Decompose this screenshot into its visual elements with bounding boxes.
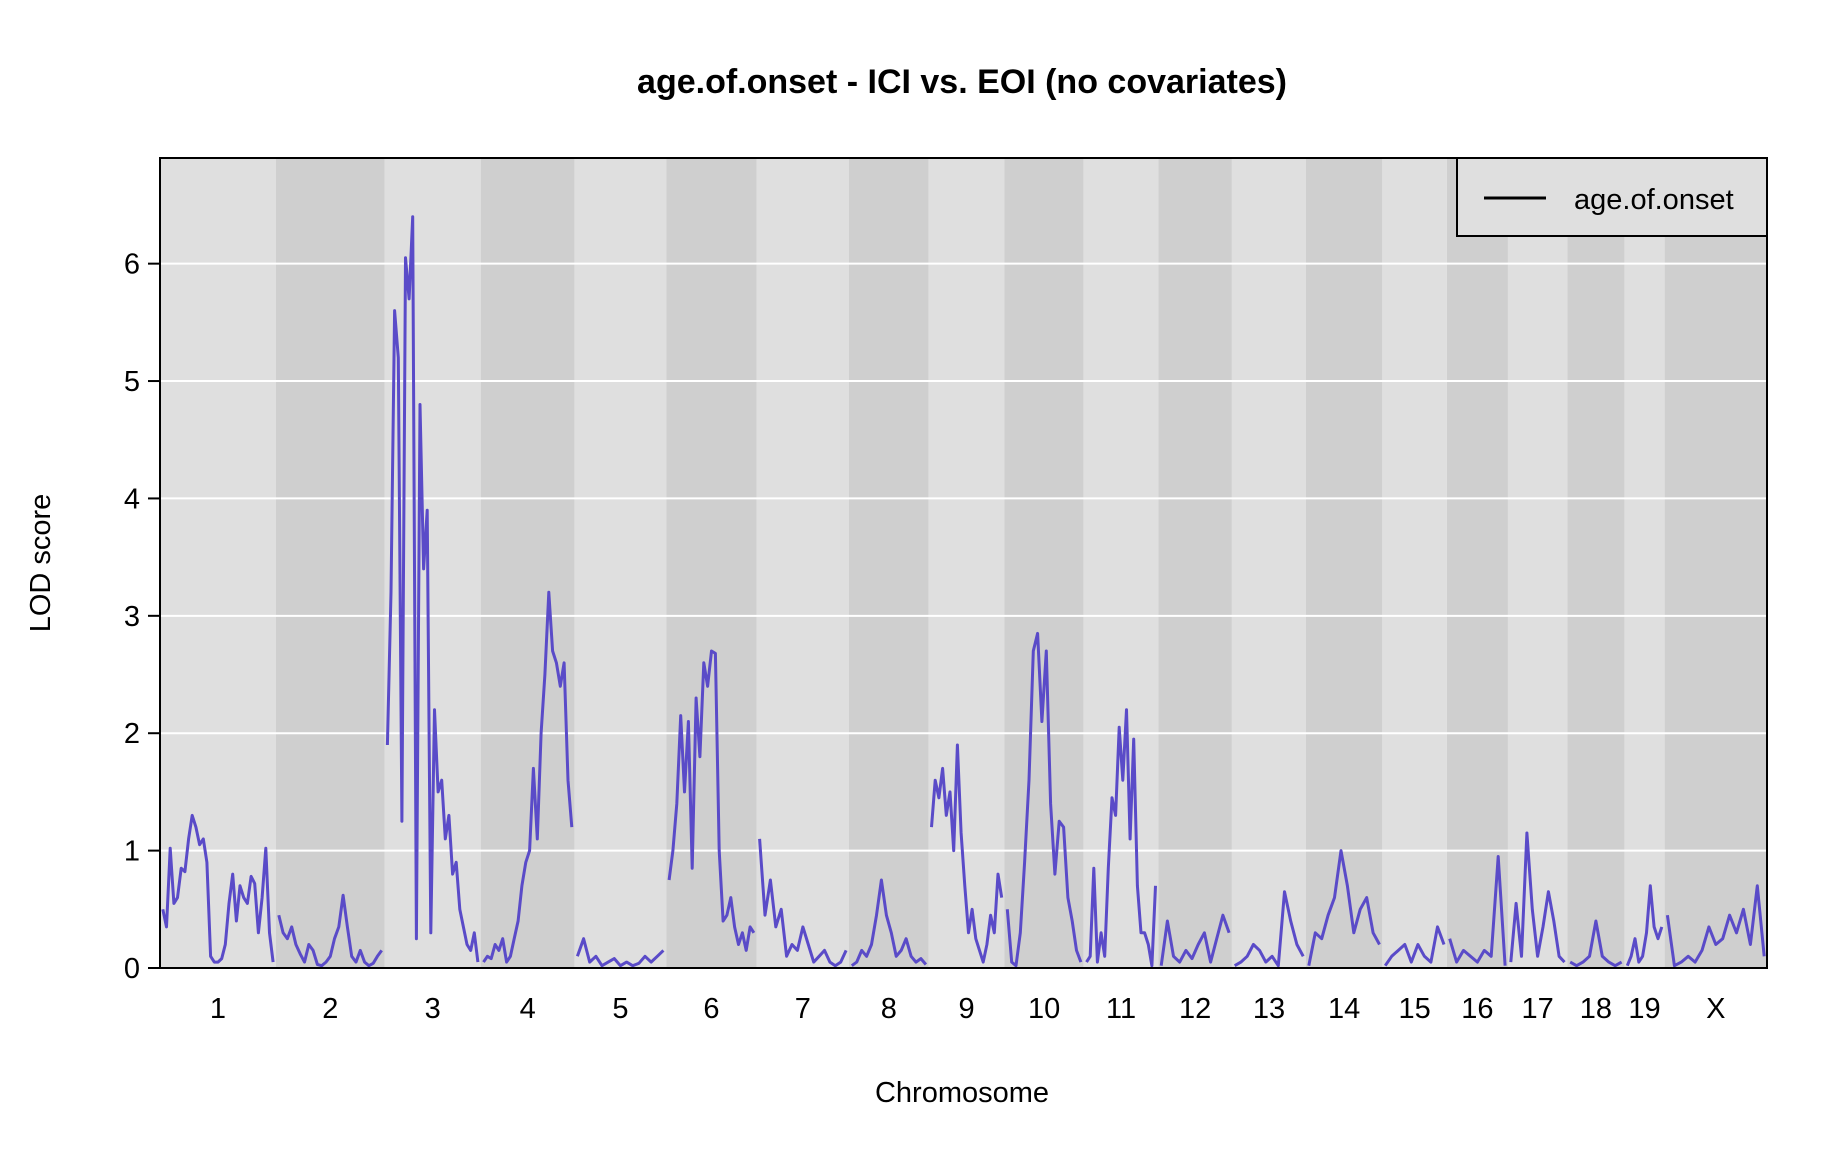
series-lines [161,215,1766,968]
lod-line-chr-13 [1233,890,1305,968]
x-tick-label: 13 [1253,993,1285,1025]
lod-line-chr-16 [1448,855,1507,966]
x-tick-label: 7 [795,993,811,1025]
lod-line-chr-4 [482,590,574,964]
x-tick-label: 10 [1028,993,1060,1025]
chromosome-band-17 [1507,158,1568,968]
y-axis: 0 1 2 3 4 5 6 [124,249,160,985]
y-tick-label: 6 [124,249,140,281]
x-tick-label: 6 [703,993,719,1025]
lod-line-chr-19 [1625,884,1664,967]
lod-line-chr-8 [850,878,928,967]
chromosome-band-14 [1305,158,1383,968]
lod-line-chr-2 [277,893,383,968]
lod-line-chr-7 [758,838,848,968]
lod-line-chr-X [1665,884,1766,968]
x-tick-label: 19 [1628,993,1660,1025]
chromosome-band-9 [928,158,1005,968]
x-tick-label: 14 [1328,993,1360,1025]
x-tick-label: 8 [881,993,897,1025]
y-axis-label: LOD score [25,494,57,633]
chromosome-band-10 [1004,158,1084,968]
lod-line-chr-14 [1307,849,1381,966]
chromosome-band-11 [1083,158,1159,968]
chromosome-band-13 [1231,158,1306,968]
chromosome-band-X [1664,158,1767,968]
lod-line-chr-1 [161,813,275,964]
x-tick-label: X [1706,993,1725,1025]
y-tick-label: 0 [124,953,140,985]
chromosome-band-18 [1567,158,1625,968]
lod-line-chr-11 [1085,708,1157,968]
x-tick-label: 17 [1521,993,1553,1025]
chromosome-band-7 [756,158,849,968]
x-tick-label: 1 [210,993,226,1025]
chromosome-band-2 [275,158,385,968]
lod-line-chr-3 [385,215,480,963]
lod-line-chr-12 [1159,913,1231,966]
y-tick-label: 2 [124,718,140,750]
chromosome-band-8 [848,158,929,968]
x-tick-label: 12 [1179,993,1211,1025]
x-tick-label: 11 [1106,993,1136,1025]
legend-entry-label: age.of.onset [1574,184,1734,216]
x-axis: 1 2 3 4 5 6 7 8 9 10 11 12 13 14 15 16 17 18 19 X [210,993,1726,1025]
chromosome-band-5 [574,158,667,968]
x-tick-label: 18 [1580,993,1612,1025]
x-tick-label: 16 [1461,993,1493,1025]
chromosome-band-16 [1446,158,1508,968]
lod-line-chr-6 [667,649,756,952]
chromosome-band-15 [1382,158,1447,968]
x-tick-label: 9 [959,993,975,1025]
lod-line-chr-9 [930,743,1004,964]
lod-line-chr-10 [1005,631,1083,968]
lod-line-chr-17 [1509,831,1566,964]
chromosome-band-6 [666,158,757,968]
chromosome-bands [160,158,1767,968]
x-tick-label: 3 [425,993,441,1025]
chromosome-band-12 [1158,158,1232,968]
chart-title: age.of.onset - ICI vs. EOI (no covariate… [637,63,1287,101]
x-axis-label: Chromosome [875,1077,1049,1109]
chromosome-band-1 [160,158,276,968]
plot-frame [159,157,1768,969]
y-tick-label: 5 [124,366,140,398]
lod-line-chr-15 [1383,925,1446,967]
y-tick-label: 3 [124,601,140,633]
y-tick-label: 1 [124,836,140,868]
x-tick-label: 5 [612,993,628,1025]
lod-line-chr-5 [575,937,665,968]
x-tick-label: 15 [1398,993,1430,1025]
x-tick-label: 4 [520,993,536,1025]
y-tick-label: 4 [124,483,140,515]
x-tick-label: 2 [322,993,338,1025]
lod-line-chr-18 [1569,919,1623,968]
chromosome-band-4 [480,158,575,968]
legend: age.of.onset [1456,157,1768,237]
chromosome-band-19 [1624,158,1665,968]
